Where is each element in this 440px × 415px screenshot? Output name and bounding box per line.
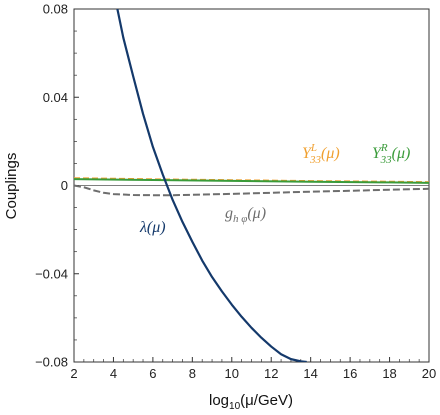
x-tick-label: 4 [110, 366, 117, 381]
x-axis-title: log10(μ/GeV) [209, 392, 293, 412]
x-tick-label: 18 [382, 366, 396, 381]
x-tick-label: 6 [149, 366, 156, 381]
y-axis-title: Couplings [3, 153, 20, 220]
y-tick-label: −0.04 [35, 266, 68, 281]
x-tick-label: 20 [422, 366, 436, 381]
x-tick-label: 14 [303, 366, 317, 381]
x-tick-label: 12 [264, 366, 278, 381]
series-line-lambda [116, 9, 307, 362]
lambda-label: λ(μ) [139, 219, 166, 236]
x-tick-label: 2 [70, 366, 77, 381]
x-tick-label: 16 [343, 366, 357, 381]
y-tick-label: 0.08 [43, 2, 68, 17]
x-tick-label: 10 [225, 366, 239, 381]
y-tick-label: −0.08 [35, 355, 68, 370]
series-line-yr33 [74, 178, 429, 184]
series-line-g-hphi [74, 184, 429, 197]
x-tick-label: 8 [189, 366, 196, 381]
y-tick-label: 0.04 [43, 90, 68, 105]
yl33-label: YL 33(μ) [302, 142, 340, 166]
yr33-label: YR 33(μ) [372, 142, 410, 166]
g-hphi-label: gh φ(μ) [225, 205, 266, 225]
y-tick-label: 0 [61, 178, 68, 193]
